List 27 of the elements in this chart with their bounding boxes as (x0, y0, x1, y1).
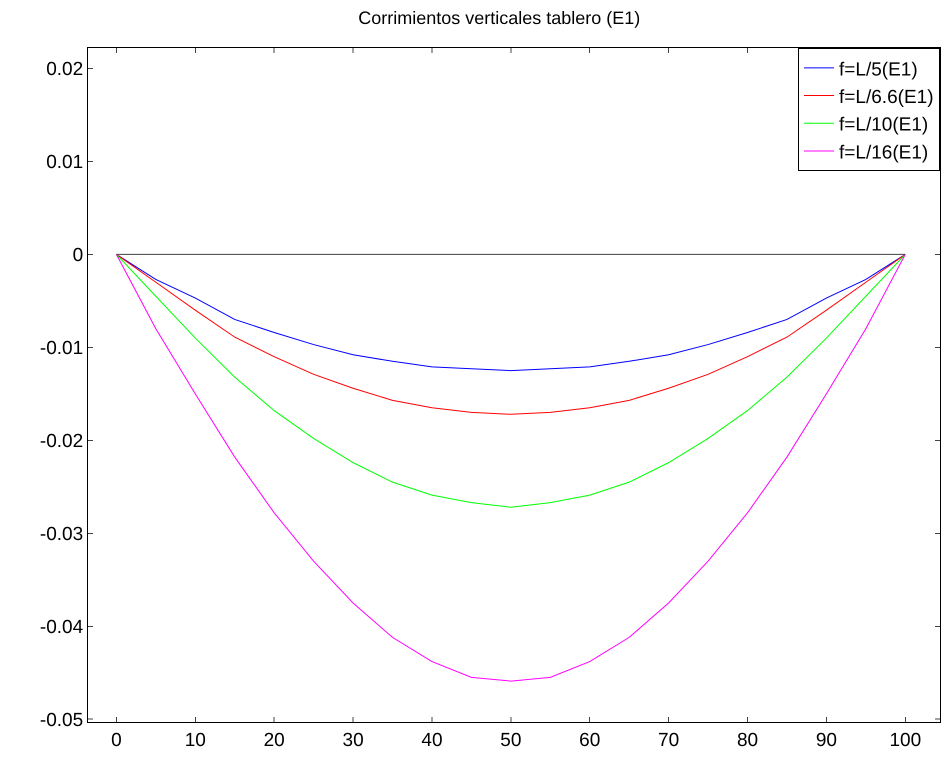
x-tick-label: 50 (500, 730, 522, 751)
y-tick-label: -0.05 (40, 710, 84, 731)
line-series (116, 254, 906, 682)
legend-label: f=L/16(E1) (839, 142, 928, 164)
x-tick-label: 80 (736, 730, 758, 751)
x-tick-label: 10 (184, 730, 206, 751)
y-tick-label: -0.01 (40, 338, 84, 359)
x-tick-label: 30 (342, 730, 364, 751)
x-tick-label: 40 (421, 730, 443, 751)
legend-label: f=L/5(E1) (839, 59, 918, 80)
y-tick-label: 0.02 (46, 59, 84, 80)
chart-title: Corrimientos verticales tablero (E1) (358, 8, 640, 28)
x-tick-label: 90 (816, 730, 837, 751)
legend-label: f=L/6.6(E1) (839, 86, 934, 108)
y-tick-label: 0 (72, 245, 84, 266)
x-tick-label: 20 (264, 730, 285, 751)
y-tick-label: -0.02 (40, 430, 84, 452)
x-tick-label: 60 (579, 730, 600, 751)
x-tick-label: 0 (111, 730, 122, 751)
line-series (116, 254, 906, 415)
y-tick-label: 0.01 (46, 152, 84, 174)
y-tick-label: -0.04 (40, 616, 84, 638)
x-tick-label: 70 (658, 730, 680, 751)
line-series (116, 254, 906, 508)
legend-label: f=L/10(E1) (839, 114, 928, 136)
x-tick-label: 100 (889, 730, 922, 751)
y-tick-label: -0.03 (40, 524, 84, 545)
